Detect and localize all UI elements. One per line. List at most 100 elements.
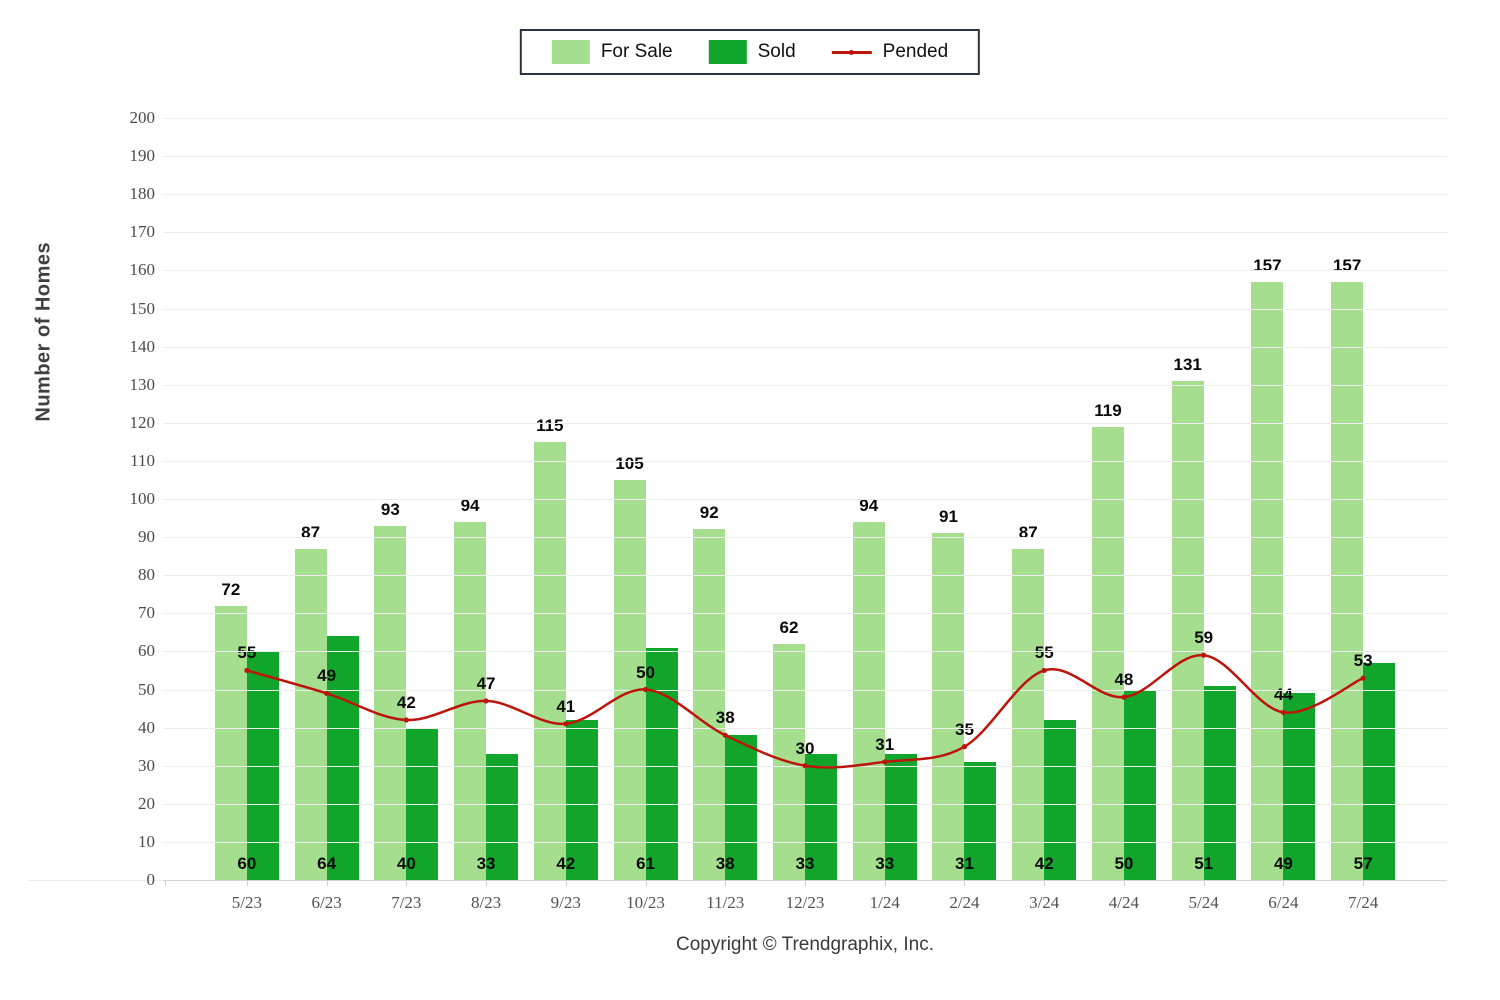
sold-bar <box>725 735 758 880</box>
for-sale-bar <box>294 548 327 880</box>
pended-value-label: 50 <box>636 662 655 682</box>
legend-item-for-sale: For Sale <box>551 40 673 64</box>
x-axis-tick <box>246 880 248 886</box>
pended-value-label: 59 <box>1194 628 1214 648</box>
pended-point <box>1201 652 1207 658</box>
grid-line <box>163 841 1447 843</box>
y-tick-label: 0 <box>146 870 156 889</box>
sold-bar <box>1203 685 1236 880</box>
bar-group: 105 50 61 <box>606 118 686 880</box>
sold-bar <box>326 636 359 880</box>
pended-point <box>1041 667 1047 674</box>
x-axis-tick <box>725 880 727 886</box>
for-sale-bar <box>374 525 407 880</box>
pended-point <box>882 759 888 765</box>
sold-value-label: 61 <box>636 854 655 873</box>
pended-point <box>1121 694 1127 700</box>
pended-line-swatch-icon <box>831 49 872 55</box>
sold-bar <box>964 761 997 880</box>
y-tick-label: 160 <box>129 260 156 280</box>
sold-value-label: 51 <box>1194 854 1214 873</box>
y-tick-label: 10 <box>138 831 155 851</box>
pended-dot-icon <box>848 49 854 55</box>
sold-bar <box>565 719 598 880</box>
sold-value-label: 50 <box>1114 854 1134 873</box>
grid-line <box>163 194 1447 196</box>
x-axis-tick <box>1203 880 1205 886</box>
x-tick-label: 7/23 <box>391 893 422 912</box>
y-tick-label: 120 <box>129 412 156 432</box>
x-tick-label: 5/24 <box>1188 893 1219 912</box>
sold-bar <box>1123 689 1156 880</box>
y-tick-label: 90 <box>138 527 155 547</box>
x-axis-tick <box>406 880 408 886</box>
x-tick-label: 6/23 <box>311 893 342 912</box>
x-tick-label: 1/24 <box>869 893 900 912</box>
for-sale-value-label: 87 <box>1018 522 1038 542</box>
pended-value-label: 49 <box>317 666 337 686</box>
grid-line <box>163 803 1447 805</box>
bar-group: 115 41 42 <box>526 118 606 880</box>
x-tick-label: 3/24 <box>1029 893 1060 912</box>
grid-line <box>163 232 1447 234</box>
for-sale-bar <box>1251 281 1284 880</box>
grid-line <box>163 460 1447 462</box>
x-tick-label: 2/24 <box>949 893 980 912</box>
grid-line <box>163 575 1447 577</box>
y-tick-label: 60 <box>138 641 155 661</box>
y-tick-label: 190 <box>129 146 156 166</box>
sold-value-label: 42 <box>1034 854 1054 873</box>
sold-value-label: 31 <box>955 854 974 873</box>
legend-label-for-sale: For Sale <box>600 41 673 62</box>
bar-group: 91 35 31 <box>925 118 1005 880</box>
y-tick-label: 80 <box>138 565 155 585</box>
grid-line <box>163 651 1447 653</box>
x-axis-tick <box>1283 880 1285 886</box>
x-axis-tick <box>964 880 966 886</box>
legend-item-sold: Sold <box>708 40 796 64</box>
pended-value-label: 55 <box>1034 643 1054 663</box>
sold-value-label: 57 <box>1353 854 1373 873</box>
bar-group: 131 59 51 <box>1164 118 1244 880</box>
grid-line <box>163 346 1447 348</box>
grid-line <box>163 118 1447 119</box>
x-tick-label: 6/24 <box>1268 893 1299 912</box>
bar-group: 157 44 49 <box>1244 118 1324 880</box>
y-tick-label: 110 <box>130 450 155 470</box>
x-tick-label: 5/23 <box>231 893 262 912</box>
pended-point <box>483 698 489 704</box>
sold-value-label: 64 <box>317 854 337 873</box>
for-sale-value-label: 157 <box>1253 255 1282 275</box>
pended-value-label: 35 <box>955 719 974 739</box>
x-axis-tick <box>1363 880 1365 886</box>
x-axis-tick <box>1123 880 1125 886</box>
sold-value-label: 33 <box>476 854 496 873</box>
pended-point <box>802 763 808 769</box>
for-sale-value-label: 87 <box>301 522 321 542</box>
for-sale-value-label: 94 <box>460 495 480 515</box>
pended-value-label: 30 <box>795 738 815 758</box>
pended-point <box>1280 709 1286 715</box>
grid-line <box>163 537 1447 539</box>
pended-point <box>722 732 728 738</box>
x-tick-label: 11/23 <box>706 893 745 912</box>
axis-baseline-extension <box>28 880 163 881</box>
grid-line <box>163 689 1447 691</box>
grid-line <box>163 727 1447 729</box>
legend-label-pended: Pended <box>882 41 949 62</box>
bar-group: 93 42 40 <box>366 118 446 880</box>
grid-line <box>163 422 1447 424</box>
grid-line <box>163 499 1447 500</box>
grid-line <box>163 613 1447 615</box>
pended-line <box>246 653 1364 769</box>
for-sale-value-label: 115 <box>536 415 564 435</box>
for-sale-value-label: 92 <box>699 503 719 523</box>
legend-label-sold: Sold <box>757 41 796 62</box>
for-sale-bar <box>1331 281 1364 880</box>
x-axis-tick <box>486 880 488 886</box>
y-tick-label: 200 <box>129 108 156 127</box>
for-sale-bar <box>1012 548 1045 880</box>
y-tick-label: 140 <box>129 336 156 356</box>
x-tick-label: 12/23 <box>785 893 825 912</box>
legend: For Sale Sold Pended <box>519 29 981 75</box>
